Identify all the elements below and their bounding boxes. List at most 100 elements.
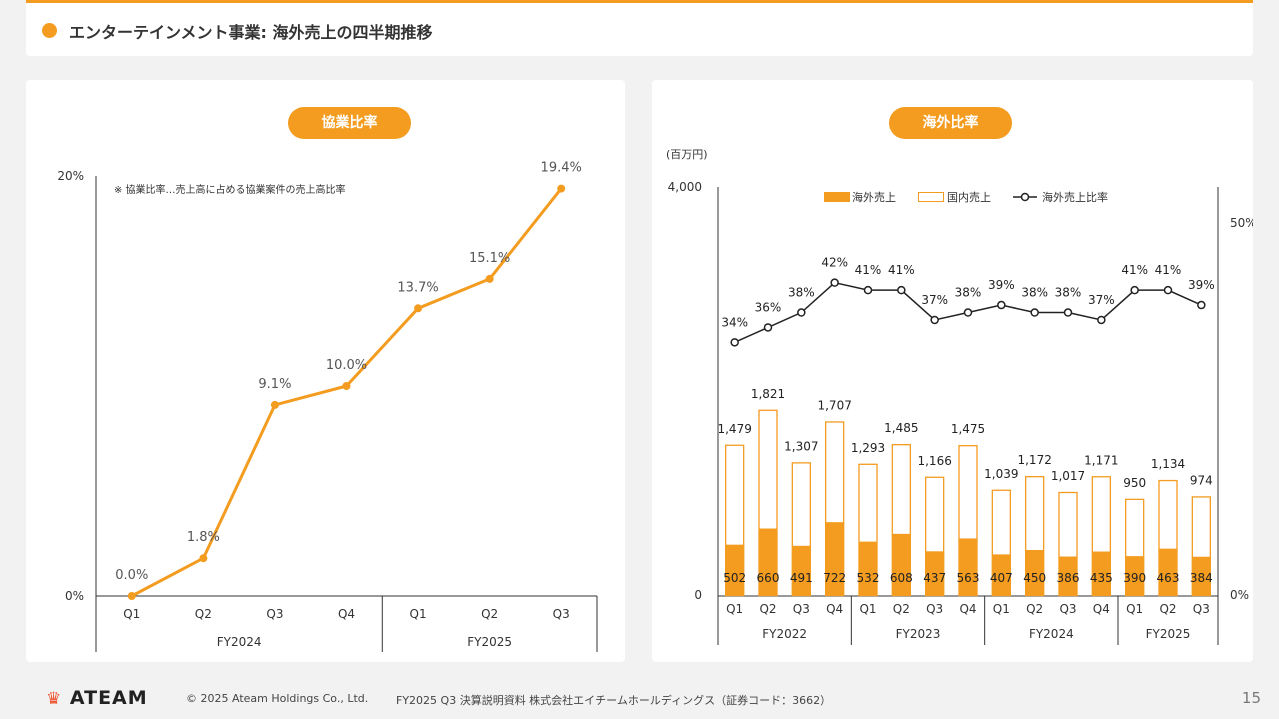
overseas-ratio-title: 海外比率 [889,107,1012,139]
x-tick-label: Q3 [553,607,570,621]
page-title: エンターテインメント事業: 海外売上の四半期推移 [69,23,433,42]
ratio-point [1030,308,1039,317]
x-tick-label: Q4 [1093,602,1110,616]
page-number: 15 [1241,689,1261,707]
fiscal-year-label: FY2025 [467,635,512,649]
ratio-label: 38% [1055,286,1082,300]
copyright: © 2025 Ateam Holdings Co., Ltd. [186,692,369,705]
x-tick-label: Q3 [1193,602,1210,616]
ratio-label: 41% [888,263,915,277]
logo-text: ATEAM [69,687,148,709]
collab-ratio-title: 協業比率 [288,107,411,139]
total-value-label: 1,166 [917,454,951,468]
bullet-dot-icon [42,23,57,38]
data-label: 19.4% [541,161,582,176]
x-tick-label: Q1 [859,602,876,616]
ratio-point [1163,285,1173,295]
overseas-value-label: 390 [1123,571,1146,585]
y-tick-label: 20% [57,169,84,183]
y-left-tick-label: 4,000 [668,180,702,194]
overseas-bar [958,538,978,596]
y-left-tick-label: 0 [694,588,702,602]
x-tick-label: Q2 [1159,602,1176,616]
legend-swatch-overseas [824,192,850,202]
legend-label: 海外売上 [852,190,896,204]
overseas-ratio-panel: 海外比率 (百万円) 4,000 0 50% 0% 海外売上 国内売上 海外売上比率 502 1,… [652,80,1253,662]
x-tick-label: Q1 [123,607,140,621]
overseas-value-label: 386 [1057,571,1080,585]
total-value-label: 1,479 [717,422,751,436]
overseas-value-label: 437 [923,571,946,585]
overseas-value-label: 502 [723,571,746,585]
overseas-value-label: 660 [757,571,780,585]
overseas-bar [758,528,778,596]
data-label: 13.7% [397,280,438,295]
y-right-tick-label: 50% [1230,216,1253,230]
fiscal-year-label: FY2024 [1029,627,1074,641]
x-tick-label: Q2 [893,602,910,616]
unit-label: (百万円) [666,148,708,161]
data-label: 15.1% [469,251,510,266]
overseas-bar [1091,551,1111,596]
ratio-label: 41% [855,263,882,277]
ratio-point [797,308,806,317]
x-tick-label: Q2 [195,607,212,621]
ratio-point [1097,315,1106,325]
overseas-value-label: 722 [823,571,846,585]
overseas-bar [891,533,911,596]
ateam-logo: ♛ ATEAM [46,687,148,709]
data-point [485,274,494,283]
footer: ♛ ATEAM © 2025 Ateam Holdings Co., Ltd. … [0,679,1279,719]
overseas-bar [1191,556,1211,596]
overseas-value-label: 532 [857,571,880,585]
fiscal-year-label: FY2024 [217,635,262,649]
data-label: 9.1% [258,377,291,392]
total-value-label: 1,485 [884,421,918,435]
overseas-bar [1025,549,1045,596]
collab-ratio-chart: 0% 20% ※ 協業比率…売上高に占める協業案件の売上高比率 0.0% Q1 1.8% Q… [57,161,598,652]
data-point [199,554,208,563]
x-tick-label: Q1 [1126,602,1143,616]
ratio-label: 38% [788,286,815,300]
document-info: FY2025 Q3 決算説明資料 株式会社エイチームホールディングス（証券コード… [396,694,832,707]
overseas-ratio-chart: (百万円) 4,000 0 50% 0% 海外売上 国内売上 海外売上比率 502 1,479 Q1… [666,148,1253,645]
chart-note: ※ 協業比率…売上高に占める協業案件の売上高比率 [114,183,346,196]
x-tick-label: Q1 [410,607,427,621]
x-tick-label: Q1 [993,602,1010,616]
x-tick-label: Q2 [759,602,776,616]
overseas-value-label: 450 [1023,571,1046,585]
overseas-value-label: 563 [957,571,980,585]
overseas-bar [1158,548,1178,596]
data-point [414,304,423,313]
ratio-label: 42% [821,256,848,270]
data-point [342,382,351,390]
ratio-point [930,315,939,325]
y-tick-label: 0% [65,589,84,603]
x-tick-label: Q4 [826,602,843,616]
x-tick-label: Q3 [793,602,810,616]
overseas-value-label: 407 [990,571,1013,585]
x-tick-label: Q1 [726,602,743,616]
ratio-label: 41% [1155,263,1182,277]
x-tick-label: Q2 [1026,602,1043,616]
x-tick-label: Q4 [338,607,355,621]
data-label: 10.0% [326,358,367,373]
total-value-label: 950 [1123,476,1146,490]
data-label: 1.8% [187,530,220,545]
page-header: エンターテインメント事業: 海外売上の四半期推移 [26,0,1253,56]
overseas-bar [725,544,745,596]
ratio-label: 38% [955,286,982,300]
ratio-point [1197,300,1206,310]
ratio-label: 39% [1188,278,1215,292]
total-value-label: 1,134 [1151,457,1185,471]
ratio-label: 34% [721,315,748,329]
overseas-bar [1058,556,1078,596]
ratio-label: 39% [988,278,1015,292]
legend-label: 海外売上比率 [1042,190,1108,204]
total-value-label: 1,017 [1051,469,1085,483]
overseas-value-label: 384 [1190,571,1213,585]
total-value-label: 1,821 [751,387,785,401]
collab-ratio-panel: 協業比率 0% 20% ※ 協業比率…売上高に占める協業案件の売上高比率 0.0% Q1… [26,80,625,662]
legend-swatch-ratio-marker [1020,192,1030,202]
overseas-value-label: 491 [790,571,813,585]
